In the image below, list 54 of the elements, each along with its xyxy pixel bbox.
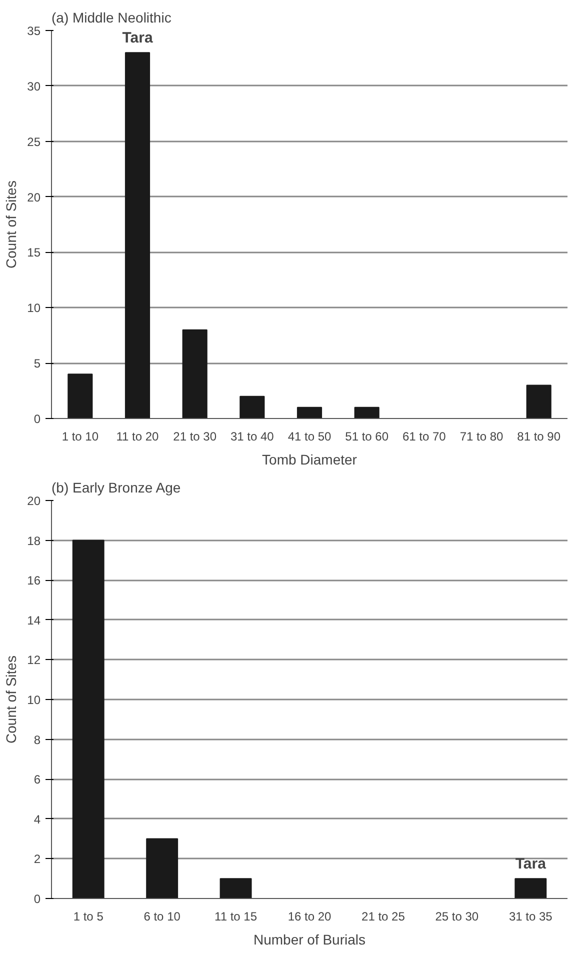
- x-tick-label: 31 to 40: [230, 430, 274, 444]
- x-tick-label: 21 to 25: [362, 910, 406, 924]
- x-tick-label: 21 to 30: [173, 430, 217, 444]
- y-tick-label: 2: [34, 852, 41, 866]
- y-tick-label: 4: [34, 812, 41, 826]
- bar: [240, 396, 265, 418]
- bar: [514, 878, 547, 898]
- x-tick-label: 11 to 15: [214, 910, 258, 924]
- bar: [296, 406, 322, 418]
- y-tick-label: 20: [27, 494, 41, 508]
- y-tick-label: 25: [27, 134, 41, 149]
- y-tick-label: 10: [27, 301, 41, 316]
- bar: [182, 329, 208, 418]
- x-tick-label: 1 to 5: [73, 910, 104, 924]
- bar: [526, 384, 552, 418]
- y-tick-label: 35: [27, 24, 41, 38]
- x-tick-label: 71 to 80: [460, 430, 504, 444]
- x-tick-label: 81 to 90: [517, 430, 561, 444]
- chart-title: (a) Middle Neolithic: [52, 10, 172, 26]
- bar: [220, 878, 252, 898]
- x-tick-label: 41 to 50: [288, 430, 332, 444]
- x-tick-label: 61 to 70: [402, 430, 446, 444]
- y-tick-label: 6: [34, 772, 41, 787]
- x-tick-label: 6 to 10: [144, 910, 181, 924]
- y-tick-label: 14: [27, 613, 41, 628]
- x-tick-label: 11 to 20: [116, 430, 160, 444]
- x-tick-label: 1 to 10: [62, 430, 99, 444]
- y-tick-label: 10: [27, 693, 41, 707]
- x-axis-title: Number of Burials: [253, 932, 366, 948]
- bar: [124, 52, 150, 418]
- x-axis-title: Tomb Diameter: [262, 452, 358, 468]
- annotation: Tara: [515, 856, 547, 873]
- x-tick-label: 51 to 60: [345, 430, 389, 444]
- y-tick-label: 30: [27, 79, 41, 94]
- chart-title: (b) Early Bronze Age: [52, 480, 181, 496]
- bar: [354, 406, 380, 418]
- y-tick-label: 0: [34, 892, 41, 906]
- x-tick-label: 31 to 35: [508, 910, 553, 924]
- y-tick-label: 12: [27, 653, 41, 668]
- y-tick-label: 8: [34, 732, 41, 747]
- y-axis-title: Count of Sites: [3, 180, 20, 268]
- bar: [146, 838, 178, 898]
- y-tick-label: 16: [27, 574, 41, 588]
- y-axis-title: Count of Sites: [3, 656, 20, 744]
- y-tick-label: 0: [34, 412, 41, 426]
- y-tick-label: 15: [27, 246, 41, 260]
- y-tick-label: 20: [27, 190, 41, 204]
- x-tick-label: 25 to 30: [435, 910, 479, 924]
- annotation: Tara: [122, 30, 154, 47]
- bar: [72, 540, 104, 898]
- y-tick-label: 18: [27, 534, 41, 548]
- x-tick-label: 16 to 20: [288, 910, 332, 924]
- bar: [68, 374, 93, 418]
- y-tick-label: 5: [34, 356, 41, 371]
